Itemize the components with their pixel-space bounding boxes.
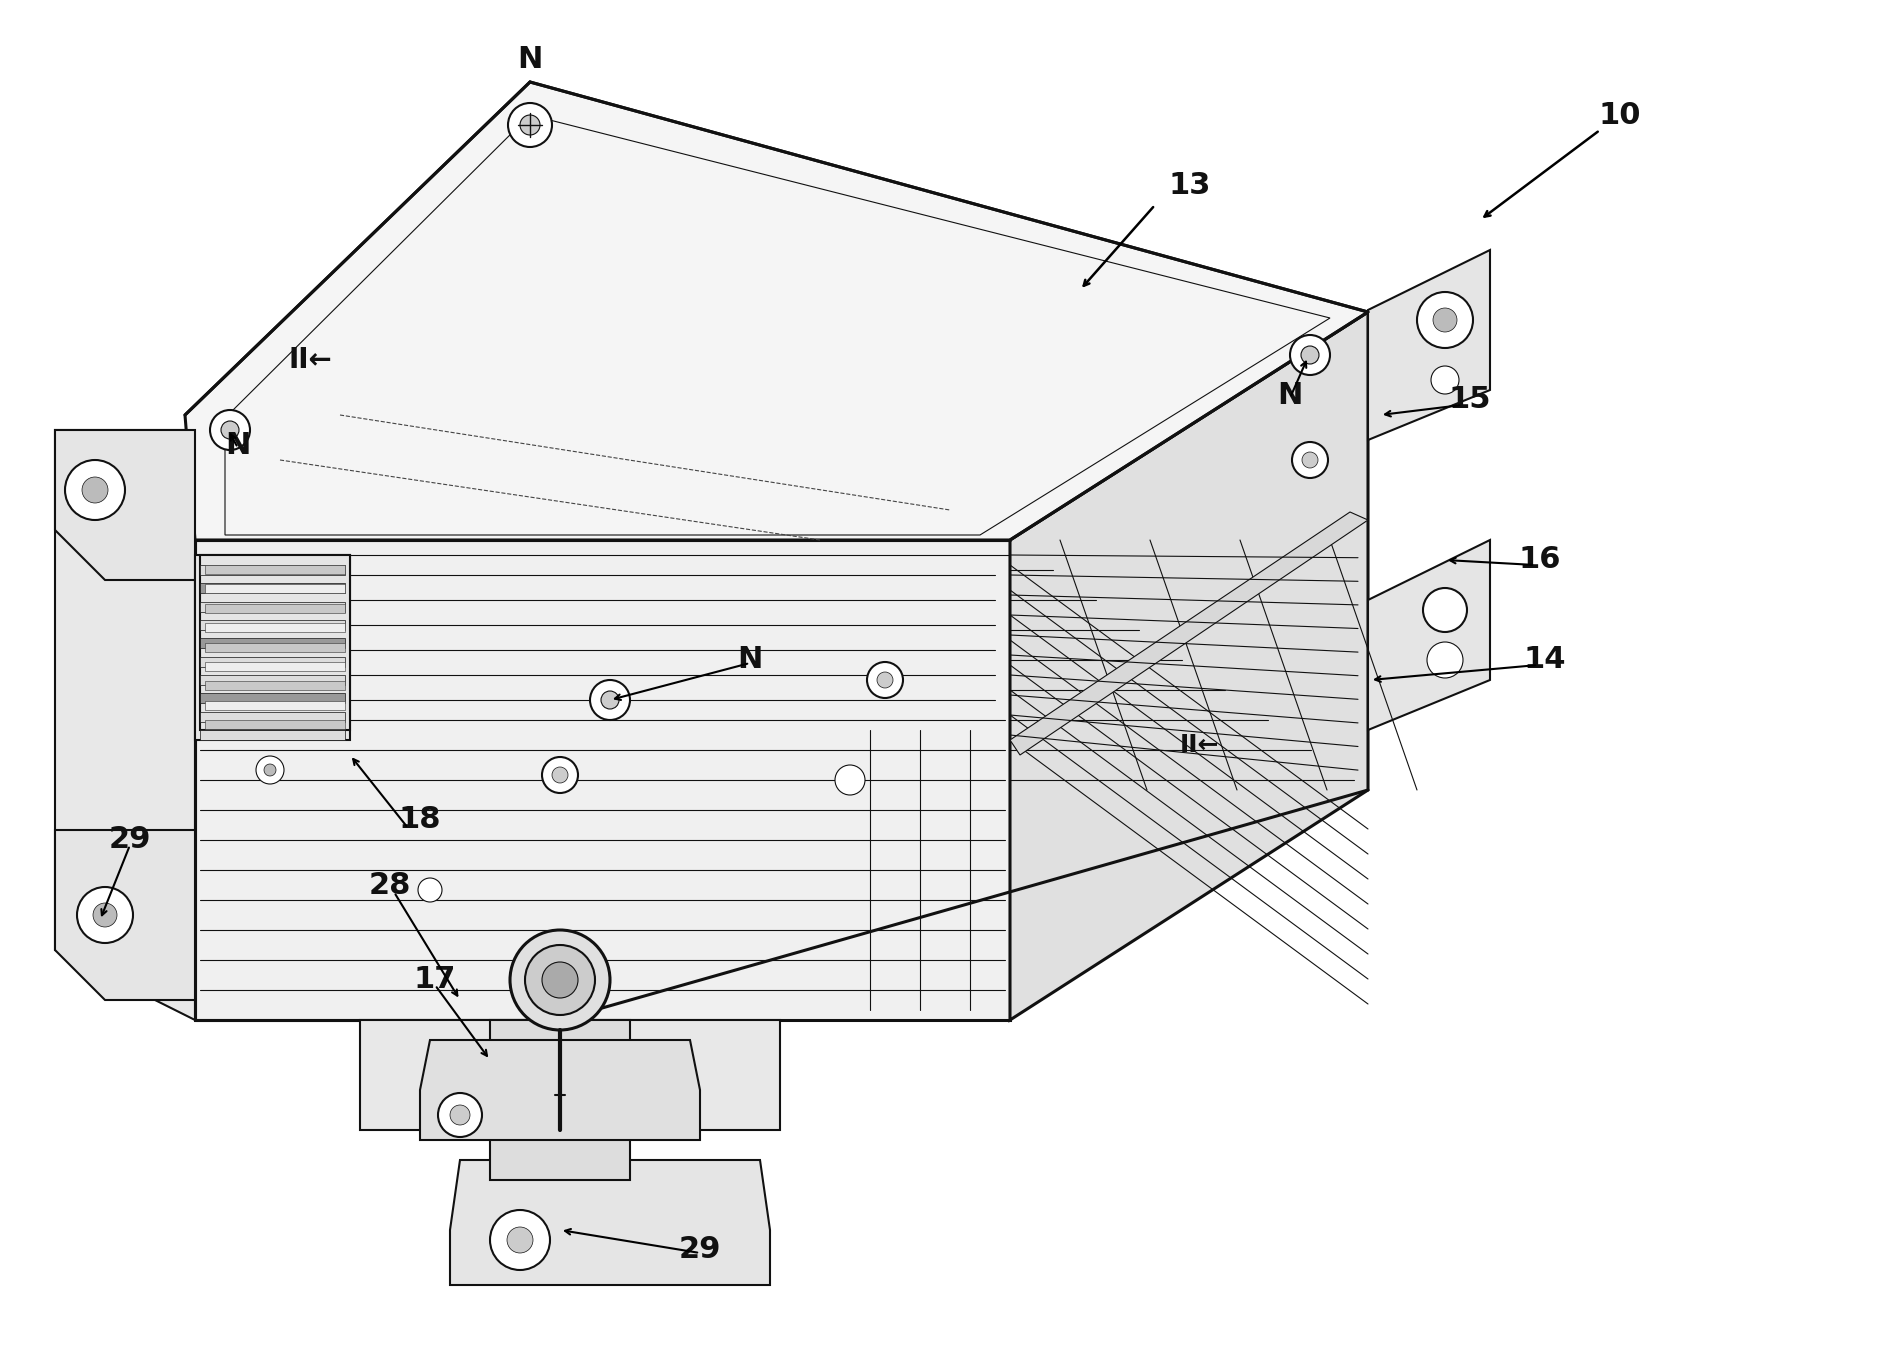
Text: 17: 17: [413, 966, 457, 994]
Polygon shape: [449, 1160, 770, 1285]
Circle shape: [541, 758, 579, 793]
Polygon shape: [195, 540, 1011, 1020]
Circle shape: [417, 879, 442, 902]
Circle shape: [834, 764, 864, 796]
Circle shape: [256, 756, 284, 783]
Circle shape: [877, 672, 893, 688]
Polygon shape: [199, 620, 346, 630]
Polygon shape: [1011, 311, 1368, 1020]
Circle shape: [601, 691, 618, 709]
Text: N: N: [517, 45, 543, 75]
Circle shape: [66, 460, 126, 520]
Text: 29: 29: [678, 1235, 722, 1265]
Polygon shape: [195, 555, 349, 740]
Polygon shape: [199, 711, 346, 722]
Polygon shape: [1368, 250, 1490, 441]
Polygon shape: [199, 583, 346, 593]
Circle shape: [552, 767, 567, 783]
Circle shape: [1426, 642, 1464, 679]
Circle shape: [1417, 292, 1473, 348]
Circle shape: [1300, 345, 1319, 364]
Text: 14: 14: [1524, 646, 1567, 675]
Circle shape: [77, 887, 133, 942]
Polygon shape: [54, 830, 195, 1000]
Polygon shape: [199, 675, 346, 685]
Text: 15: 15: [1449, 385, 1492, 415]
Polygon shape: [490, 1020, 629, 1180]
Circle shape: [520, 116, 539, 135]
Text: 29: 29: [109, 826, 150, 854]
Polygon shape: [199, 555, 349, 730]
Polygon shape: [361, 1020, 780, 1130]
Text: N: N: [225, 431, 250, 460]
Polygon shape: [205, 623, 346, 632]
Polygon shape: [1368, 540, 1490, 730]
Text: 16: 16: [1518, 545, 1561, 574]
Text: N: N: [1278, 381, 1302, 409]
Text: 28: 28: [368, 870, 412, 899]
Circle shape: [438, 1093, 483, 1137]
Circle shape: [590, 680, 629, 719]
Circle shape: [490, 1210, 551, 1270]
Polygon shape: [205, 681, 346, 691]
Polygon shape: [421, 1040, 701, 1140]
Polygon shape: [205, 662, 346, 670]
Polygon shape: [54, 430, 195, 579]
Circle shape: [866, 662, 904, 698]
Polygon shape: [205, 564, 346, 574]
Circle shape: [1293, 442, 1328, 477]
Polygon shape: [225, 116, 1330, 534]
Circle shape: [210, 409, 250, 450]
Polygon shape: [184, 82, 1368, 540]
Circle shape: [449, 1104, 470, 1125]
Polygon shape: [1011, 511, 1368, 755]
Circle shape: [509, 930, 611, 1030]
Polygon shape: [199, 601, 346, 612]
Polygon shape: [199, 694, 346, 703]
Circle shape: [1302, 452, 1317, 468]
Circle shape: [507, 103, 552, 147]
Circle shape: [1422, 588, 1467, 632]
Polygon shape: [205, 700, 346, 710]
Text: 13: 13: [1169, 170, 1212, 200]
Polygon shape: [199, 564, 346, 575]
Circle shape: [524, 945, 596, 1015]
Circle shape: [1432, 366, 1458, 394]
Circle shape: [507, 1227, 534, 1253]
Polygon shape: [199, 730, 346, 740]
Polygon shape: [205, 585, 346, 593]
Circle shape: [541, 962, 579, 998]
Text: 10: 10: [1599, 101, 1640, 129]
Text: II←: II←: [287, 345, 333, 374]
Circle shape: [92, 903, 116, 928]
Text: N: N: [737, 646, 763, 675]
Text: II←: II←: [1180, 733, 1219, 758]
Circle shape: [1434, 307, 1456, 332]
Polygon shape: [199, 638, 346, 649]
Polygon shape: [205, 642, 346, 651]
Polygon shape: [205, 604, 346, 613]
Circle shape: [222, 422, 239, 439]
Polygon shape: [205, 719, 346, 729]
Circle shape: [83, 477, 107, 503]
Circle shape: [1291, 335, 1330, 375]
Polygon shape: [54, 430, 195, 1020]
Polygon shape: [199, 657, 346, 666]
Text: 18: 18: [398, 805, 442, 835]
Circle shape: [265, 764, 276, 777]
